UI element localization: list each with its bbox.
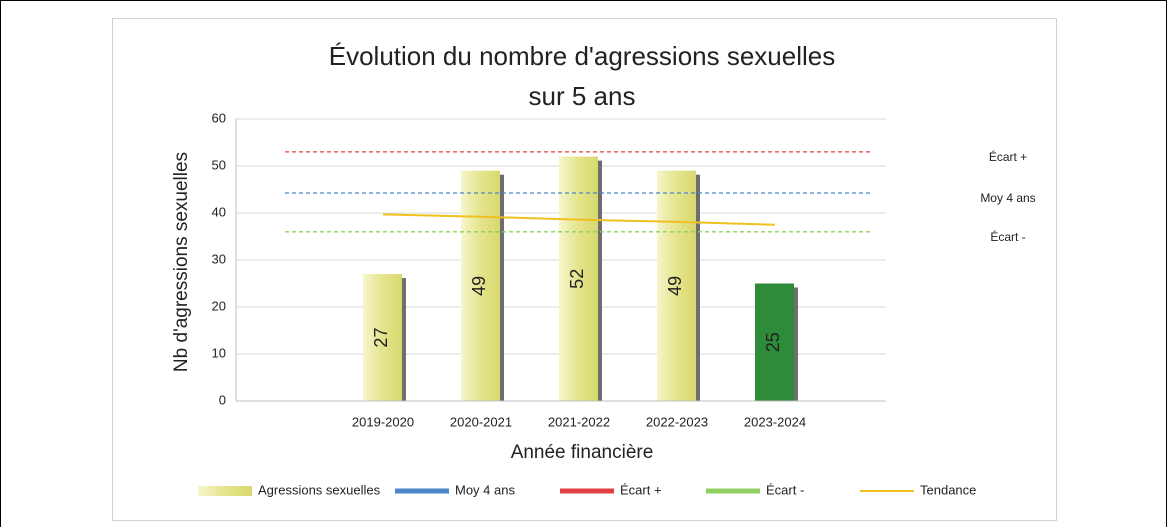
x-tick-label: 2020-2021 bbox=[450, 414, 512, 429]
bar-shadow bbox=[598, 160, 602, 401]
trend-line bbox=[382, 213, 776, 226]
y-tick-label: 30 bbox=[212, 251, 226, 266]
legend-label: Moy 4 ans bbox=[455, 482, 515, 497]
reference-label: Moy 4 ans bbox=[980, 191, 1035, 205]
reference-label: Écart + bbox=[989, 149, 1027, 164]
bar bbox=[755, 283, 794, 401]
data-label: 49 bbox=[469, 276, 489, 296]
y-tick-label: 60 bbox=[212, 110, 226, 125]
bar-shadow bbox=[696, 174, 700, 401]
bar bbox=[363, 274, 402, 401]
legend-label: Tendance bbox=[920, 482, 976, 497]
data-label: 52 bbox=[567, 269, 587, 289]
x-tick-label: 2022-2023 bbox=[646, 414, 708, 429]
legend-label: Écart - bbox=[766, 482, 804, 497]
y-tick-label: 0 bbox=[219, 392, 226, 407]
data-label: 25 bbox=[763, 332, 783, 352]
legend-label: Écart + bbox=[620, 482, 662, 497]
x-tick-label: 2021-2022 bbox=[548, 414, 610, 429]
chart-title: Évolution du nombre d'agressions sexuell… bbox=[329, 41, 835, 71]
bar bbox=[559, 156, 598, 401]
chart-title: sur 5 ans bbox=[529, 81, 636, 111]
bar-shadow bbox=[500, 174, 504, 401]
y-axis-title: Nb d'agressions sexuelles bbox=[171, 152, 192, 372]
bar-shadow bbox=[794, 287, 798, 401]
data-label: 27 bbox=[371, 328, 391, 348]
bar bbox=[461, 170, 500, 401]
legend-swatch bbox=[198, 486, 252, 496]
x-tick-label: 2019-2020 bbox=[352, 414, 414, 429]
x-tick-label: 2023-2024 bbox=[744, 414, 806, 429]
y-tick-label: 10 bbox=[212, 345, 226, 360]
bar bbox=[657, 170, 696, 401]
y-tick-label: 20 bbox=[212, 298, 226, 313]
y-tick-label: 40 bbox=[212, 204, 226, 219]
legend-label: Agressions sexuelles bbox=[258, 482, 381, 497]
x-axis-title: Année financière bbox=[511, 442, 654, 463]
data-label: 49 bbox=[665, 276, 685, 296]
bar-shadow bbox=[402, 278, 406, 401]
reference-label: Écart - bbox=[990, 229, 1025, 244]
y-tick-label: 50 bbox=[212, 157, 226, 172]
